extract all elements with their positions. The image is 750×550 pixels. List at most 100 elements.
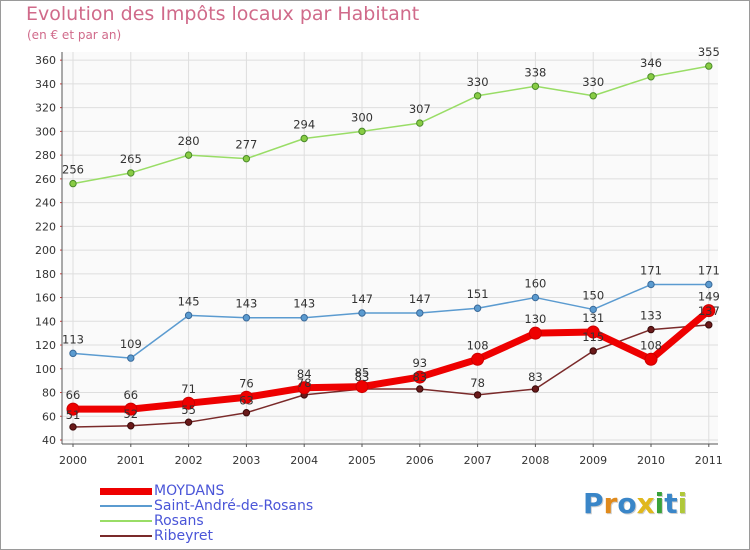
x-tick-label: 2000	[59, 454, 87, 467]
y-tick-label: 40	[42, 434, 56, 447]
data-label-ribeyret: 137	[698, 304, 720, 318]
data-label-saint-andre-de-rosans: 147	[351, 292, 373, 306]
data-point-moydans	[297, 381, 311, 395]
y-tick-label: 100	[35, 363, 56, 376]
legend-item: MOYDANS	[100, 483, 400, 499]
y-tick-label: 320	[35, 102, 56, 115]
data-label-moydans: 108	[640, 338, 662, 352]
logo-letter: P	[583, 487, 604, 520]
data-label-saint-andre-de-rosans: 160	[524, 277, 546, 291]
logo-letter: t	[664, 487, 678, 520]
data-label-saint-andre-de-rosans: 113	[62, 332, 84, 346]
data-label-moydans: 108	[467, 338, 489, 352]
data-label-ribeyret: 133	[640, 309, 662, 323]
legend-item: Saint-André-de-Rosans	[100, 498, 400, 514]
data-point-saint-andre-de-rosans	[589, 305, 597, 314]
data-point-moydans	[355, 380, 369, 394]
data-label-ribeyret: 78	[297, 376, 312, 390]
data-point-saint-andre-de-rosans	[242, 314, 251, 322]
y-tick-label: 220	[35, 220, 56, 233]
data-point-rosans	[705, 62, 713, 70]
data-point-saint-andre-de-rosans	[531, 293, 540, 302]
x-tick-label: 2004	[290, 454, 318, 467]
data-point-saint-andre-de-rosans	[358, 309, 366, 317]
y-tick-label: 240	[35, 197, 56, 210]
data-label-moydans: 130	[524, 312, 546, 326]
data-point-moydans	[471, 352, 485, 366]
chart-subtitle: (en € et par an)	[27, 28, 122, 42]
data-label-saint-andre-de-rosans: 109	[120, 337, 142, 351]
data-point-rosans	[531, 82, 540, 90]
data-label-moydans: 71	[181, 382, 196, 396]
legend-item: Rosans	[100, 513, 400, 529]
x-tick-label: 2006	[406, 454, 434, 467]
x-tick-label: 2007	[464, 454, 492, 467]
logo-letter: i	[654, 487, 665, 520]
x-tick-label: 2009	[579, 454, 607, 467]
logo-letter: r	[603, 487, 618, 520]
y-tick-label: 180	[35, 268, 56, 281]
data-label-ribeyret: 83	[528, 370, 543, 384]
y-tick-label: 360	[35, 54, 56, 67]
data-label-saint-andre-de-rosans: 145	[178, 294, 200, 308]
data-label-moydans: 84	[297, 367, 312, 381]
legend-label: Rosans	[154, 513, 204, 529]
data-point-rosans	[589, 92, 597, 100]
data-point-ribeyret	[589, 347, 597, 355]
data-label-ribeyret: 52	[123, 407, 138, 421]
data-label-moydans: 131	[582, 311, 604, 325]
series-line-moydans	[69, 307, 713, 413]
chart-legend: MOYDANS Saint-André-de-Rosans Rosans Ribeyr…	[100, 483, 400, 544]
data-label-ribeyret: 83	[412, 370, 427, 384]
x-tick-label: 2005	[348, 454, 376, 467]
data-label-rosans: 300	[351, 110, 373, 124]
legend-label: Saint-André-de-Rosans	[154, 498, 314, 514]
data-label-moydans: 76	[239, 376, 254, 390]
y-tick-label: 120	[35, 339, 56, 352]
x-tick-label: 2011	[695, 454, 723, 467]
data-label-rosans: 355	[698, 45, 720, 59]
data-label-rosans: 294	[293, 118, 315, 132]
data-label-moydans: 66	[123, 388, 138, 402]
logo-letter: i	[677, 487, 688, 520]
data-point-rosans	[473, 92, 482, 100]
data-point-moydans	[586, 325, 600, 339]
data-point-ribeyret	[416, 385, 424, 393]
y-tick-label: 200	[35, 244, 56, 257]
data-label-saint-andre-de-rosans: 143	[235, 297, 257, 311]
legend-swatch	[100, 505, 152, 507]
logo-letter: x	[636, 487, 655, 520]
data-label-saint-andre-de-rosans: 147	[409, 292, 431, 306]
data-point-moydans	[413, 370, 427, 384]
data-label-rosans: 256	[62, 163, 84, 177]
data-point-rosans	[416, 119, 424, 127]
series-line-saint-andre-de-rosans	[72, 283, 710, 359]
data-label-rosans: 277	[235, 138, 257, 152]
data-point-ribeyret	[531, 385, 540, 393]
legend-swatch	[100, 487, 152, 495]
data-point-moydans	[124, 402, 138, 416]
y-tick-label: 60	[42, 410, 56, 423]
data-label-rosans: 330	[467, 75, 489, 89]
data-label-rosans: 346	[640, 56, 662, 70]
data-label-ribeyret: 55	[181, 403, 196, 417]
data-label-saint-andre-de-rosans: 150	[582, 288, 604, 302]
data-label-moydans: 149	[698, 290, 720, 304]
data-point-saint-andre-de-rosans	[416, 309, 424, 317]
data-point-ribeyret	[705, 321, 713, 329]
y-tick-label: 140	[35, 315, 56, 328]
y-tick-label: 340	[35, 78, 56, 91]
data-point-ribeyret	[184, 418, 193, 426]
x-tick-label: 2002	[175, 454, 203, 467]
legend-label: MOYDANS	[154, 483, 225, 499]
data-label-moydans: 66	[66, 388, 81, 402]
data-point-ribeyret	[647, 325, 655, 334]
data-point-rosans	[300, 134, 308, 143]
data-point-saint-andre-de-rosans	[127, 354, 135, 362]
data-label-ribeyret: 83	[355, 370, 370, 384]
data-point-moydans	[182, 396, 196, 410]
x-tick-label: 2010	[637, 454, 665, 467]
x-tick-label: 2003	[232, 454, 260, 467]
data-label-rosans: 338	[524, 65, 546, 79]
